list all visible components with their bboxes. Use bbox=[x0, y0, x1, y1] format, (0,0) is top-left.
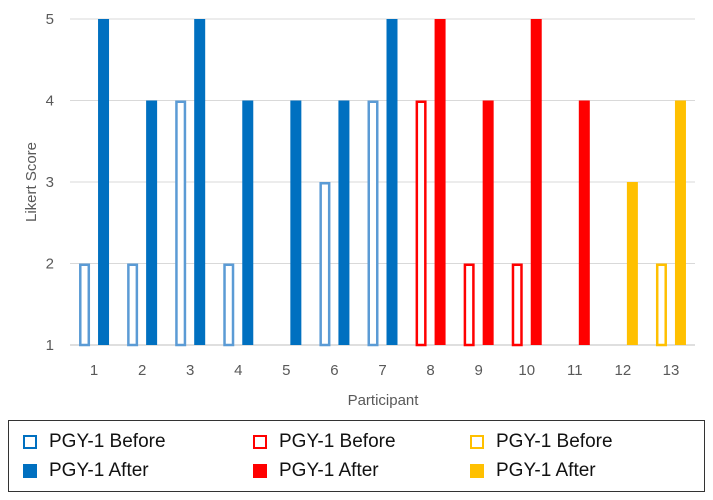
x-tick-label: 5 bbox=[282, 362, 290, 379]
x-tick-label: 11 bbox=[567, 362, 583, 379]
y-tick-label: 5 bbox=[46, 11, 54, 28]
bar-after-participant-13 bbox=[674, 100, 686, 345]
legend-swatch bbox=[253, 435, 267, 449]
legend-item: PGY-1 After bbox=[470, 458, 596, 484]
legend-label: PGY-1 Before bbox=[496, 431, 613, 452]
x-tick-label: 7 bbox=[378, 362, 386, 379]
legend: PGY-1 Before PGY-1 Before PGY-1 Before PGY-… bbox=[8, 420, 705, 492]
bar-before-participant-7 bbox=[367, 100, 379, 347]
bar-after-participant-10 bbox=[530, 19, 542, 345]
bar-after-participant-6 bbox=[338, 100, 350, 345]
x-tick-label: 10 bbox=[518, 362, 535, 379]
x-tick-label: 1 bbox=[90, 362, 98, 379]
x-axis-title: Participant bbox=[348, 392, 420, 409]
legend-label: PGY-1 Before bbox=[49, 431, 166, 452]
x-tick-label: 12 bbox=[615, 362, 632, 379]
x-tick-label: 8 bbox=[426, 362, 434, 379]
bar-after-participant-2 bbox=[146, 100, 158, 345]
legend-label: PGY-1 After bbox=[496, 460, 596, 481]
bar-after-participant-12 bbox=[626, 182, 638, 345]
bar-before-participant-2 bbox=[127, 263, 139, 347]
bar-before-participant-6 bbox=[319, 182, 331, 347]
bar-after-participant-9 bbox=[482, 100, 494, 345]
legend-label: PGY-1 After bbox=[279, 460, 379, 481]
x-tick-label: 3 bbox=[186, 362, 194, 379]
bar-before-participant-4 bbox=[223, 263, 235, 347]
y-tick-label: 3 bbox=[46, 174, 54, 191]
legend-item: PGY-1 Before bbox=[253, 429, 396, 455]
legend-item: PGY-1 After bbox=[23, 458, 149, 484]
legend-label: PGY-1 After bbox=[49, 460, 149, 481]
bar-before-participant-8 bbox=[415, 100, 427, 347]
bar-after-participant-5 bbox=[290, 100, 302, 345]
legend-swatch bbox=[23, 435, 37, 449]
bar-before-participant-10 bbox=[511, 263, 523, 347]
x-tick-label: 13 bbox=[663, 362, 680, 379]
bar-before-participant-3 bbox=[175, 100, 187, 347]
legend-item: PGY-1 After bbox=[253, 458, 379, 484]
y-tick-label: 4 bbox=[46, 93, 54, 110]
legend-swatch bbox=[253, 464, 267, 478]
bars bbox=[79, 19, 686, 347]
gridlines bbox=[70, 18, 695, 346]
bar-before-participant-9 bbox=[463, 263, 475, 347]
bar-before-participant-1 bbox=[79, 263, 91, 347]
bar-before-participant-13 bbox=[655, 263, 667, 347]
y-axis-ticks: 1 2 3 4 5 bbox=[46, 11, 54, 354]
y-tick-label: 1 bbox=[46, 337, 54, 354]
x-axis-ticks: 1 2 3 4 5 6 7 8 9 10 11 12 13 bbox=[90, 362, 679, 379]
bar-after-participant-11 bbox=[578, 100, 590, 345]
bar-after-participant-7 bbox=[386, 19, 398, 345]
legend-swatch bbox=[470, 464, 484, 478]
x-tick-label: 2 bbox=[138, 362, 146, 379]
bar-after-participant-1 bbox=[98, 19, 110, 345]
legend-swatch bbox=[470, 435, 484, 449]
y-axis-title: Likert Score bbox=[23, 142, 40, 222]
legend-label: PGY-1 Before bbox=[279, 431, 396, 452]
legend-item: PGY-1 Before bbox=[23, 429, 166, 455]
bar-after-participant-4 bbox=[242, 100, 254, 345]
x-tick-label: 4 bbox=[234, 362, 242, 379]
y-tick-label: 2 bbox=[46, 256, 54, 273]
x-tick-label: 6 bbox=[330, 362, 338, 379]
x-tick-label: 9 bbox=[474, 362, 482, 379]
bar-after-participant-3 bbox=[194, 19, 206, 345]
bar-after-participant-8 bbox=[434, 19, 446, 345]
legend-item: PGY-1 Before bbox=[470, 429, 613, 455]
legend-swatch bbox=[23, 464, 37, 478]
